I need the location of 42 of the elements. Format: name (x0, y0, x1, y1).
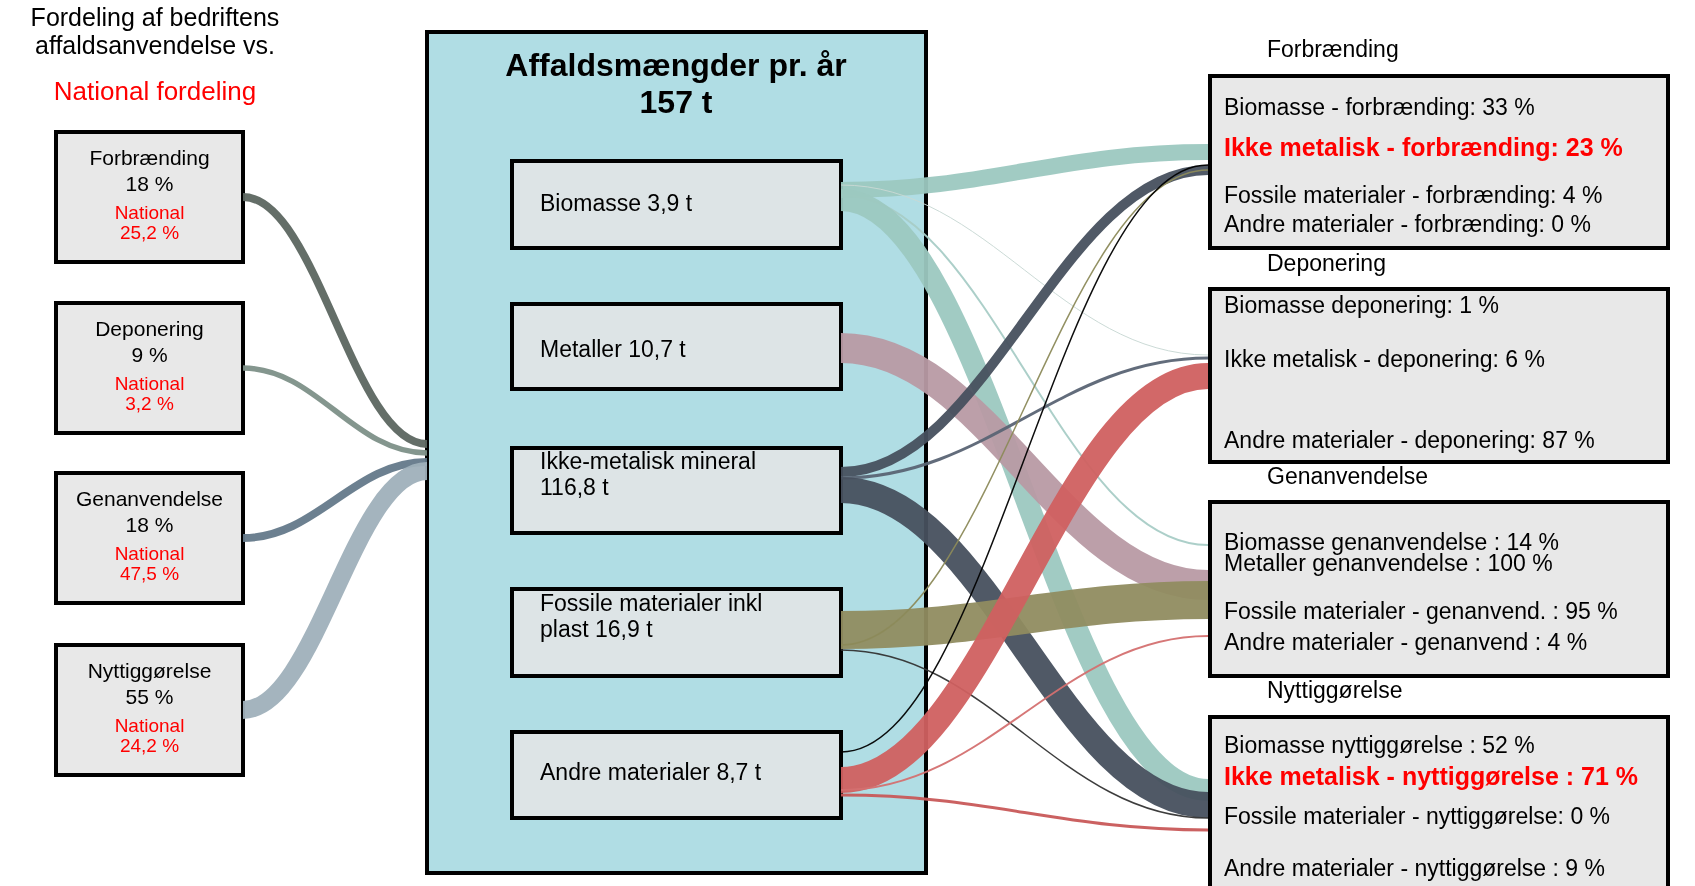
legend-label: National (113, 202, 186, 224)
data-label: 18 % (124, 513, 175, 538)
data-label: 25,2 % (118, 222, 181, 244)
text: Genanvendelse (1267, 463, 1429, 490)
text: Fossile materialer - genanvend. : 95 % (1224, 598, 1618, 625)
text: Fossile materialer inkl plast 16,9 t (540, 590, 763, 643)
text: Forbrænding (1267, 36, 1399, 63)
text: 157 t (638, 84, 714, 121)
text: Fordeling af bedriftens affaldsanvendelse vs. (29, 3, 281, 59)
text: Biomasse - forbrænding: 33 % (1224, 94, 1535, 121)
text: National (114, 543, 185, 564)
text: Biomasse nyttiggørelse : 52 % (1224, 732, 1535, 759)
category-label: Genanvendelse (74, 487, 225, 512)
text: Fossile materialer - forbrænding: 4 % (1224, 182, 1603, 209)
text: Fossile materialer - nyttiggørelse: 0 % (1224, 803, 1611, 830)
text: National fordeling (52, 76, 258, 107)
text: Ikke metalisk - nyttiggørelse : 71 % (1224, 762, 1639, 791)
text: Andre materialer - deponering: 87 % (1224, 427, 1595, 454)
text: Biomasse 3,9 t (540, 190, 693, 217)
data-label: 9 % (130, 343, 169, 368)
text: Ikke-metalisk mineral 116,8 t (540, 448, 756, 501)
text: National (114, 373, 185, 394)
text: Andre materialer 8,7 t (540, 759, 762, 786)
text: National (114, 715, 185, 736)
text: Affaldsmængder pr. år (504, 47, 848, 84)
text: Andre materialer - genanvend : 4 % (1224, 629, 1588, 656)
category-label: Nyttiggørelse (86, 659, 213, 684)
data-label: 18 % (124, 172, 175, 197)
text: Nyttiggørelse (1267, 677, 1403, 704)
data-label: 3,2 % (124, 393, 175, 415)
text: Deponering (1267, 250, 1386, 277)
text: Ikke metalisk - forbrænding: 23 % (1224, 133, 1623, 162)
category-label: Forbrænding (88, 146, 211, 171)
data-label: 47,5 % (118, 563, 181, 585)
text: Metaller 10,7 t (540, 336, 686, 363)
text: Andre materialer - forbrænding: 0 % (1224, 211, 1591, 238)
category-label: Deponering (94, 317, 205, 342)
data-label: 24,2 % (118, 735, 181, 757)
text: Andre materialer - nyttiggørelse : 9 % (1224, 855, 1605, 882)
text: Ikke metalisk - deponering: 6 % (1224, 346, 1545, 373)
text: Biomasse deponering: 1 % (1224, 292, 1499, 319)
data-label: 55 % (124, 685, 175, 710)
